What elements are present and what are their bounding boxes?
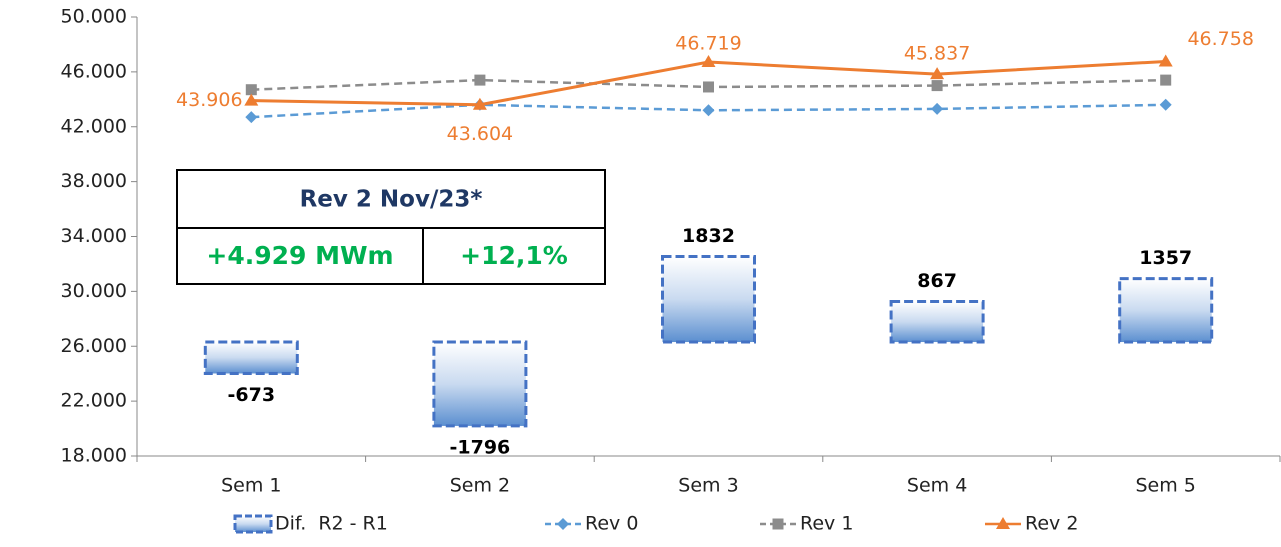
box-delta: +4.929 MWm [206, 241, 393, 270]
bar-label: -1796 [450, 436, 511, 458]
bar-label: 1832 [682, 225, 735, 247]
marker [931, 102, 944, 115]
marker [474, 74, 486, 86]
marker [1160, 74, 1172, 86]
legend-marker [996, 517, 1010, 529]
x-tick-label: Sem 3 [678, 475, 738, 497]
marker [703, 81, 714, 93]
marker [245, 84, 257, 96]
y-tick-label: 46.000 [61, 60, 127, 82]
bar-label: -673 [228, 384, 276, 406]
x-tick-label: Sem 4 [907, 475, 967, 497]
box-percent: +12,1% [460, 241, 568, 270]
data-label: 43.906 [176, 89, 242, 111]
data-label: 46.719 [675, 33, 741, 55]
bar [889, 300, 985, 344]
bar [203, 340, 299, 375]
marker [701, 55, 716, 68]
legend-label: Rev 2 [1025, 513, 1078, 535]
y-tick-label: 30.000 [61, 280, 127, 302]
y-tick-label: 34.000 [61, 225, 127, 247]
info-box: Rev 2 Nov/23* +4.929 MWm +12,1% [176, 169, 606, 285]
data-label: 43.604 [447, 123, 513, 145]
marker [245, 111, 258, 124]
data-label: 45.837 [904, 43, 970, 65]
marker [931, 80, 943, 92]
marker [1158, 54, 1173, 67]
legend-marker [557, 518, 569, 530]
marker [1159, 98, 1172, 111]
legend-label: Rev 0 [585, 513, 638, 535]
x-tick-label: Sem 2 [450, 475, 510, 497]
y-tick-label: 26.000 [61, 335, 127, 357]
data-label: 46.758 [1187, 28, 1253, 50]
marker [472, 97, 487, 110]
legend-label: Rev 1 [800, 513, 853, 535]
legend-label: Dif. R2 - R1 [275, 513, 388, 535]
bar-label: 1357 [1139, 247, 1192, 269]
bar-label: 867 [917, 270, 957, 292]
legend-marker [772, 518, 784, 530]
legend-swatch [233, 514, 273, 534]
marker [244, 93, 259, 106]
y-tick-label: 38.000 [61, 170, 127, 192]
y-tick-label: 42.000 [61, 115, 127, 137]
marker [702, 104, 715, 117]
y-tick-label: 50.000 [61, 6, 127, 28]
bar [432, 340, 528, 428]
x-tick-label: Sem 1 [221, 475, 281, 497]
y-tick-label: 22.000 [61, 390, 127, 412]
y-tick-label: 18.000 [61, 445, 127, 467]
marker [930, 67, 945, 80]
bar [1118, 277, 1214, 344]
x-tick-label: Sem 5 [1136, 475, 1196, 497]
box-title: Rev 2 Nov/23* [300, 187, 483, 213]
bar [661, 254, 756, 344]
